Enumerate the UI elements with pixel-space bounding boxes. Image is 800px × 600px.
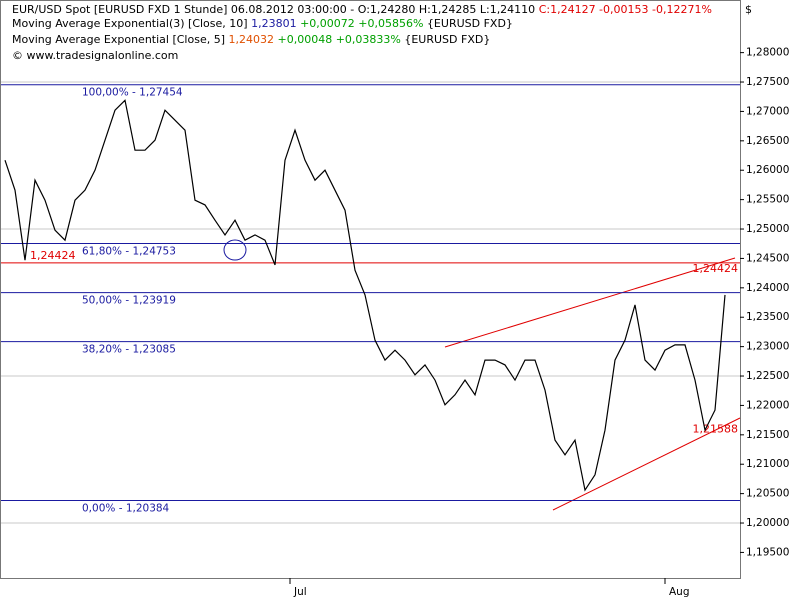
header-text: +0,00072 +0,05856% (300, 17, 423, 30)
marker-ellipse (223, 239, 247, 261)
y-tick-label: 1,27500 (746, 76, 789, 88)
y-tick-label: 1,21500 (746, 429, 789, 441)
red-level-label: 1,24424 (693, 262, 739, 275)
trend-line (444, 257, 736, 348)
header-text: {EURUSD FXD} (404, 33, 490, 46)
annotation: 1,21588 (693, 423, 739, 436)
header-text: C:1,24127 -0,00153 -0,12271% (539, 3, 712, 16)
header-text: +0,00048 +0,03833% (278, 33, 401, 46)
y-tick-label: 1,24000 (746, 282, 789, 294)
y-tick-label: 1,28000 (746, 47, 789, 59)
currency: $ (745, 3, 752, 16)
y-tick-label: 1,22500 (746, 370, 789, 382)
y-tick-label: 1,26000 (746, 164, 789, 176)
y-tick-label: 1,25500 (746, 194, 789, 206)
header-text: EUR/USD Spot [EURUSD FXD 1 Stunde] 06.08… (12, 3, 535, 16)
header-line: Moving Average Exponential(3) [Close, 10… (12, 17, 513, 30)
y-tick-label: 1,25000 (746, 223, 789, 235)
x-tick-label: Aug (669, 586, 690, 598)
header-text: 1,23801 (251, 17, 297, 30)
header-text: Moving Average Exponential [Close, 5] (12, 33, 225, 46)
price-line (4, 99, 726, 492)
y-tick-label: 1,24500 (746, 252, 789, 264)
plot-frame (0, 0, 741, 579)
y-tick-label: 1,21000 (746, 458, 789, 470)
fib-label: 100,00% - 1,27454 (82, 87, 183, 99)
header-line: © www.tradesignalonline.com (12, 49, 178, 62)
y-tick-label: 1,20000 (746, 517, 789, 529)
y-tick-label: 1,23500 (746, 311, 789, 323)
header-line: Moving Average Exponential [Close, 5] 1,… (12, 33, 490, 46)
y-tick-label: 1,22000 (746, 399, 789, 411)
header-text: Moving Average Exponential(3) [Close, 10… (12, 17, 248, 30)
x-tick-label: Jul (293, 586, 307, 598)
y-tick-label: 1,27000 (746, 105, 789, 117)
header-line: EUR/USD Spot [EURUSD FXD 1 Stunde] 06.08… (12, 3, 712, 16)
fib-label: 61,80% - 1,24753 (82, 246, 176, 258)
fib-label: 50,00% - 1,23919 (82, 295, 176, 307)
red-level-label: 1,24424 (30, 249, 76, 262)
header-text: {EURUSD FXD} (427, 17, 513, 30)
header-text: © www.tradesignalonline.com (12, 49, 178, 62)
y-tick-label: 1,20500 (746, 488, 789, 500)
trend-line (552, 417, 741, 511)
y-tick-label: 1,23000 (746, 341, 789, 353)
y-tick-label: 1,19500 (746, 546, 789, 558)
header-text: 1,24032 (229, 33, 275, 46)
fib-label: 38,20% - 1,23085 (82, 344, 176, 356)
fib-label: 0,00% - 1,20384 (82, 502, 170, 514)
y-tick-label: 1,26500 (746, 135, 789, 147)
